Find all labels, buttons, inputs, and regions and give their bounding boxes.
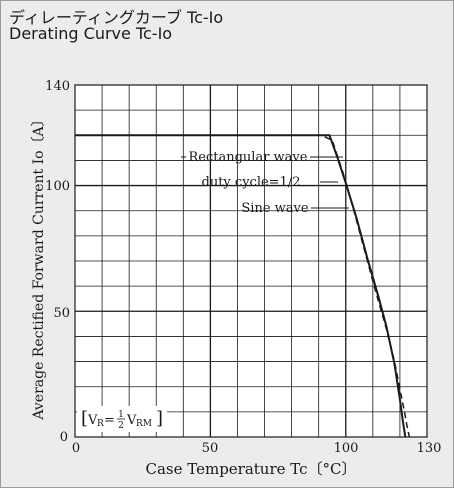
fraction-numerator: 1 bbox=[118, 410, 124, 420]
condition-rhs: V bbox=[126, 413, 137, 428]
x-axis-label: Case Temperature Tc〔°C〕 bbox=[145, 460, 356, 478]
x-tick-label: 100 bbox=[334, 441, 359, 456]
annotation-sine-wave: Sine wave bbox=[241, 201, 308, 216]
x-tick-label: 0 bbox=[72, 441, 80, 456]
bracket-left: [ bbox=[81, 408, 88, 429]
chart-title-japanese: ディレーティングカーブ Tc-Io bbox=[9, 8, 224, 27]
bracket-right: ] bbox=[156, 408, 163, 429]
x-tick-label: 130 bbox=[417, 441, 442, 456]
condition-lhs-subscript: R bbox=[97, 419, 104, 429]
annotation-rectangular-wave: Rectangular wave bbox=[189, 150, 308, 165]
y-tick-label: 140 bbox=[45, 79, 70, 94]
series-line-sine-wave bbox=[75, 134, 411, 438]
condition-box: [ V R = 1 2 V RM ] bbox=[77, 406, 167, 432]
annotation-duty-cycle: duty cycle=1/2 bbox=[202, 175, 301, 190]
y-tick-label: 100 bbox=[45, 179, 70, 194]
x-tick-label: 50 bbox=[202, 441, 219, 456]
chart-title-english: Derating Curve Tc-Io bbox=[9, 24, 173, 43]
y-tick-label: 50 bbox=[53, 306, 70, 321]
plot-frame bbox=[74, 84, 428, 438]
condition-rhs-subscript: RM bbox=[136, 419, 152, 429]
series-layer bbox=[75, 134, 411, 438]
condition-equals: = bbox=[104, 413, 115, 428]
fraction-denominator: 2 bbox=[118, 421, 124, 431]
origin-label: 0 bbox=[60, 430, 68, 445]
y-axis-label: Average Rectified Forward Current Io〔A〕 bbox=[31, 112, 47, 420]
condition-lhs: V bbox=[87, 413, 98, 428]
